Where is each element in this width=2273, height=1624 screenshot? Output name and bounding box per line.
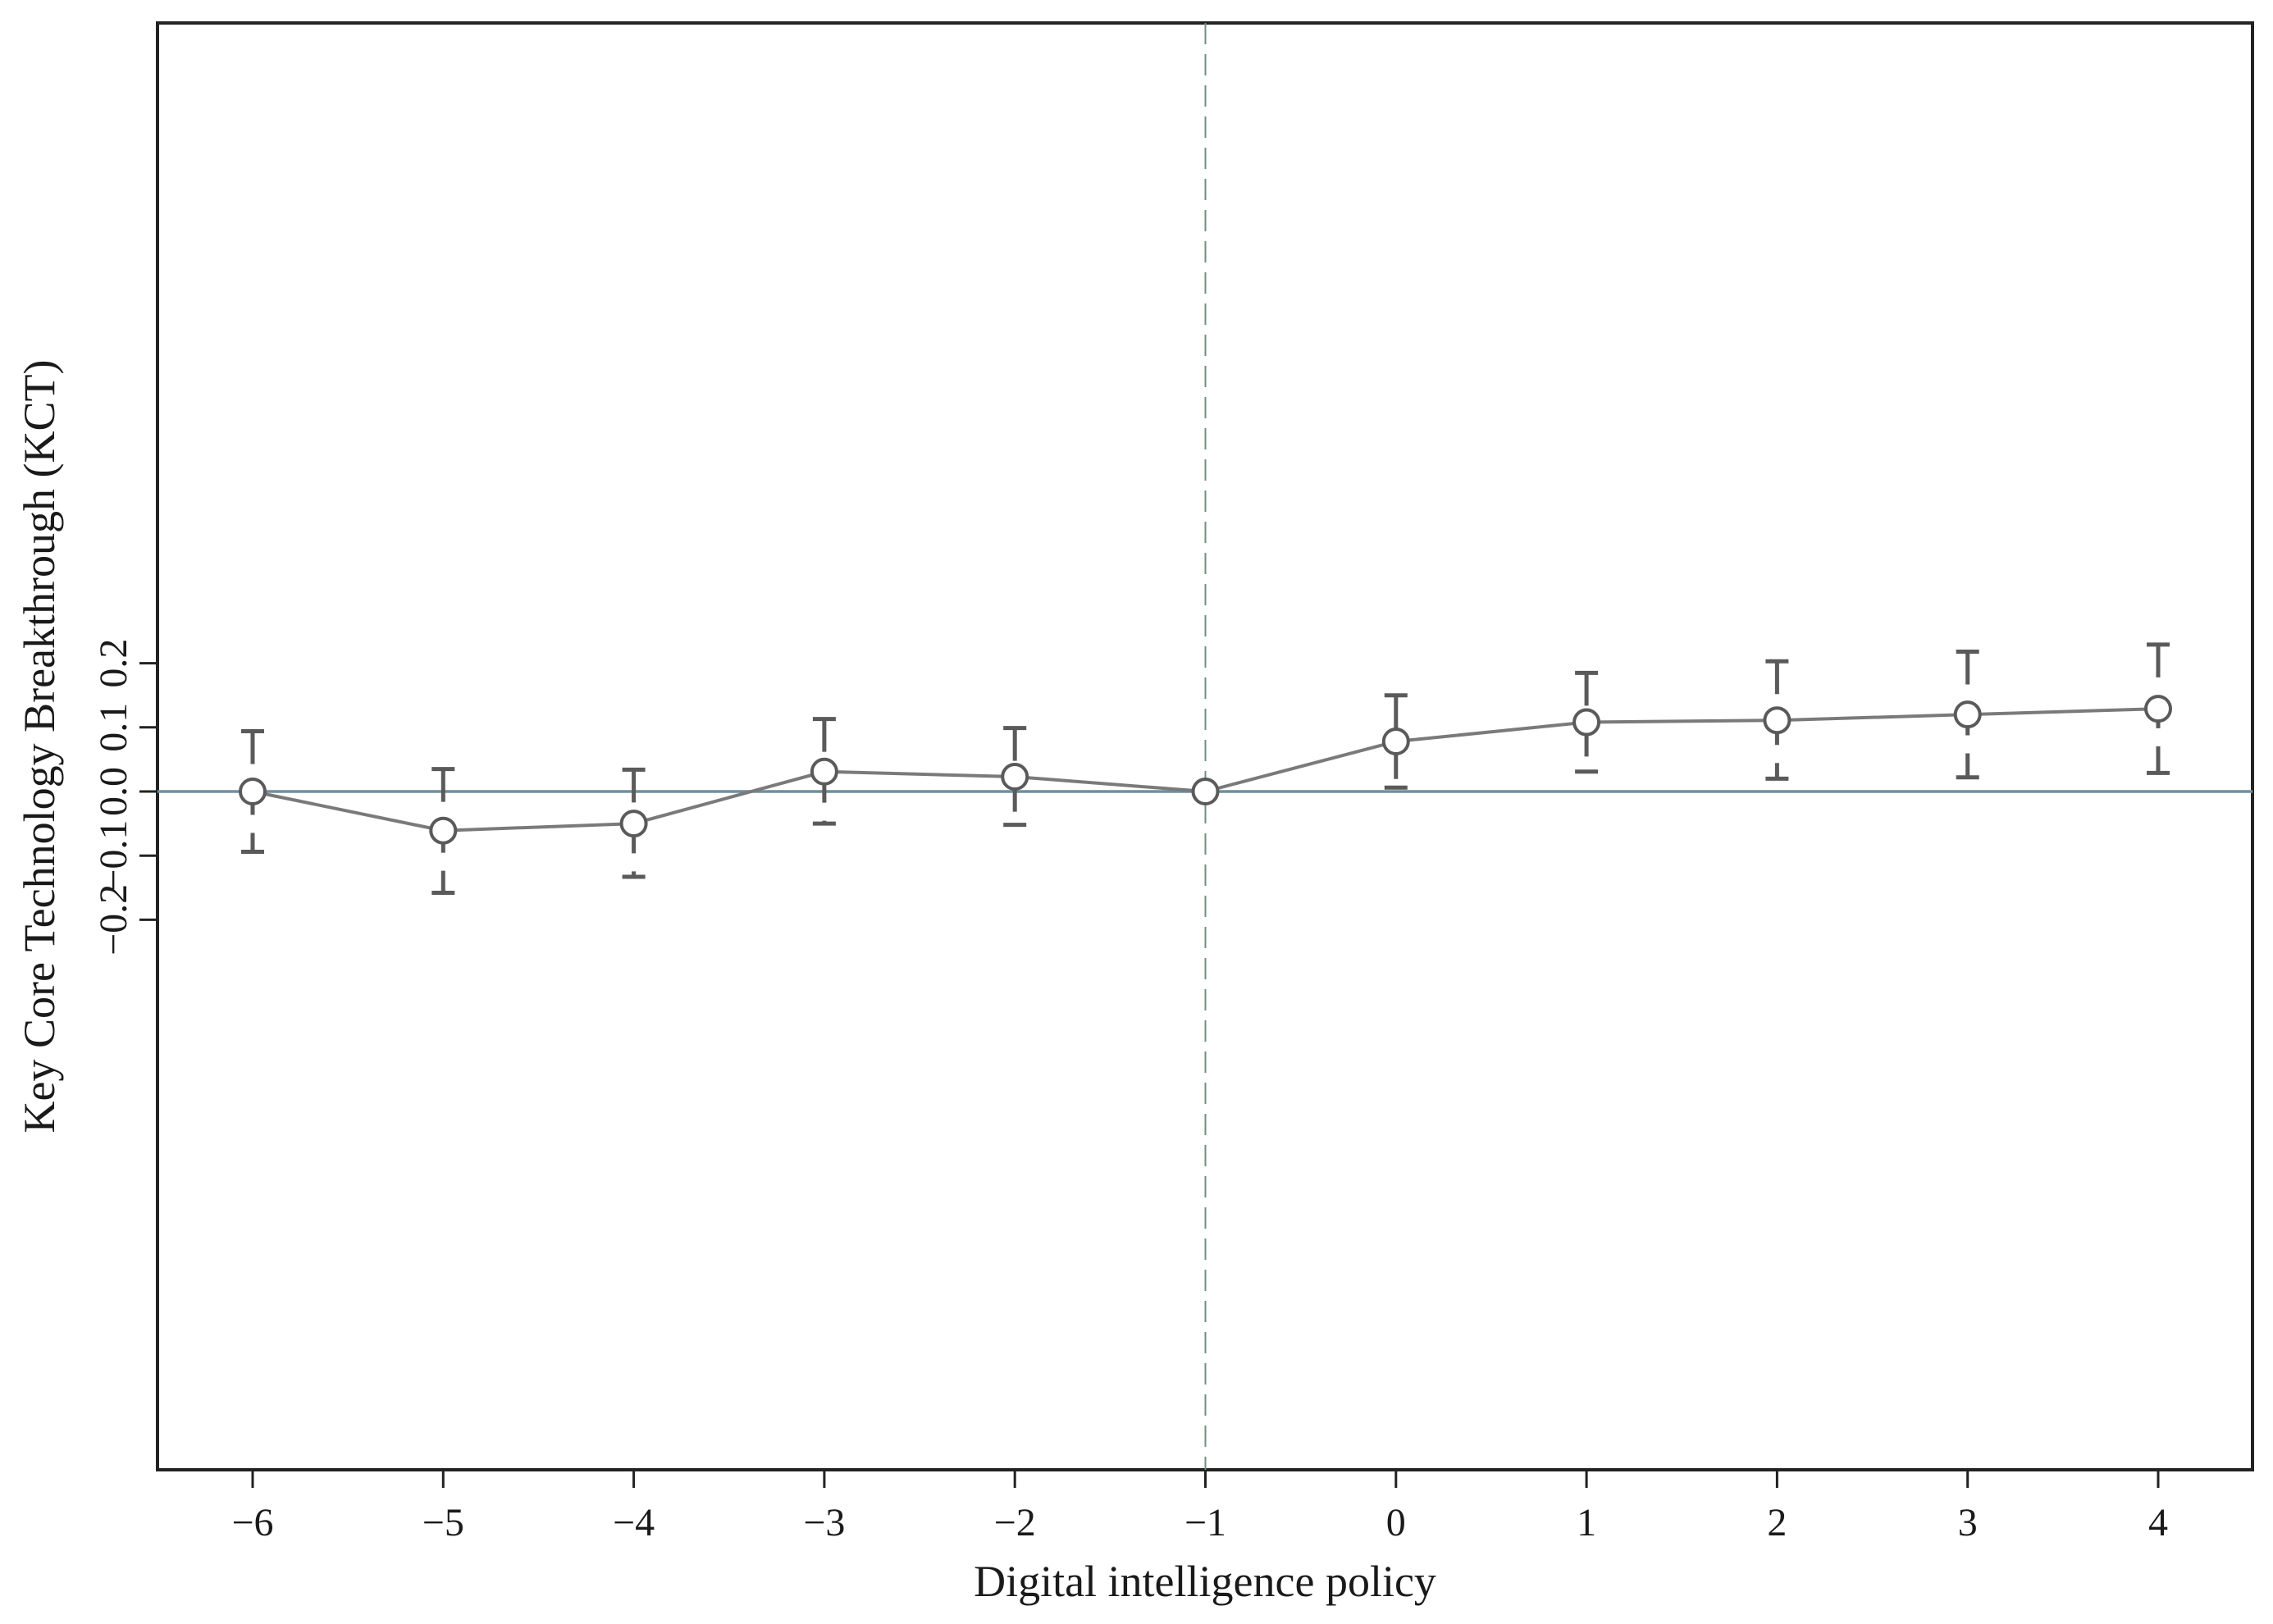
x-tick-label: −6 [231,1501,273,1544]
y-tick-label: −0.2 [92,884,135,956]
x-tick-label: −2 [994,1501,1036,1544]
data-point [1953,700,1982,729]
x-tick-label: 1 [1577,1501,1596,1544]
x-tick-label: −4 [613,1501,655,1544]
y-tick-label: 0.2 [92,639,135,688]
y-tick-label: 0.1 [92,703,135,752]
y-tick-label: 0.0 [92,767,135,816]
data-point [1572,708,1601,737]
x-tick-label: 3 [1958,1501,1978,1544]
data-point [1001,763,1029,791]
y-tick-label: −0.1 [92,820,135,892]
data-point [619,810,648,838]
x-tick-label: 0 [1386,1501,1406,1544]
data-point [239,778,267,805]
x-axis-label: Digital intelligence policy [974,1557,1436,1606]
data-point [810,757,838,786]
data-point [429,816,458,845]
data-point [1763,706,1791,735]
x-tick-label: −3 [803,1501,845,1544]
x-tick-label: 2 [1767,1501,1787,1544]
data-point [1381,728,1410,756]
y-axis-label: Key Core Technology Breakthrough (KCT) [15,360,64,1134]
data-point [2144,695,2172,723]
plot-area: −0.2−0.10.0 0.1 0.2 −6 −5 −4 −3 −2 −1 0 1 2 3 4 [92,21,2254,1544]
x-tick-label: −5 [422,1501,464,1544]
x-tick-label: 4 [2148,1501,2168,1544]
x-tick-label: −1 [1184,1501,1226,1544]
data-point [1191,778,1220,805]
